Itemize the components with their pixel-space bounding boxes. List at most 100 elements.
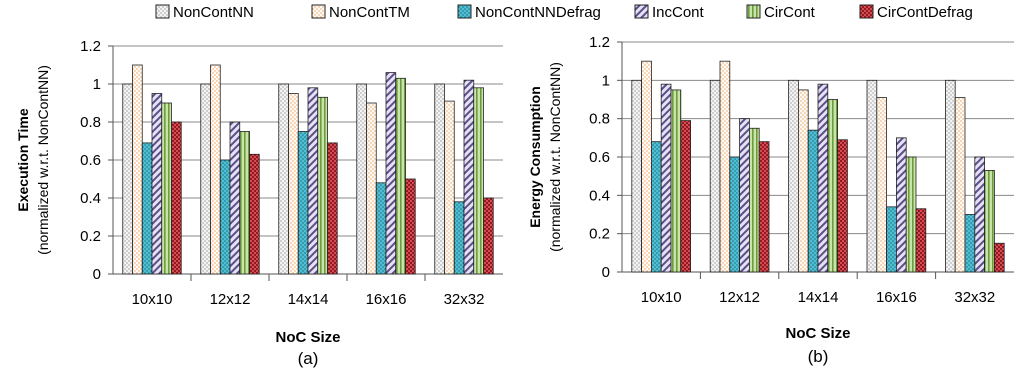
y-axis-title: Execution Time [15,108,31,211]
bar-CirCont-16x16 [395,77,406,275]
legend-swatch [634,4,649,19]
bar-NonContNNDefrag-10x10 [141,142,153,275]
bar-IncCont-12x12 [229,121,241,275]
bar-CirContDefrag-12x12 [249,153,260,275]
legend-swatch [155,4,170,19]
bar-CirCont-10x10 [161,102,172,275]
x-tick-label: 16x16 [876,289,917,306]
bar-NonContNN-14x14 [788,79,799,273]
bar-IncCont-10x10 [151,93,163,275]
legend-item-3: IncCont [634,4,705,21]
bar-NonContNNDefrag-16x16 [375,182,387,275]
y-tick-label: 1 [93,76,101,93]
bar-IncCont-16x16 [896,137,907,273]
bar-NonContTM-32x32 [444,100,455,275]
y-tick-label: 0.6 [80,152,101,169]
bar-CirCont-14x14 [827,99,838,273]
bar-CirContDefrag-14x14 [327,142,338,275]
bar-CirCont-16x16 [905,156,917,273]
bar-NonContTM-10x10 [641,60,652,273]
y-tick-label: 0.2 [80,228,101,245]
bar-CirContDefrag-32x32 [483,197,494,275]
y-tick-label: 1.2 [589,34,610,51]
bar-NonContNNDefrag-14x14 [807,129,819,273]
bar-CirContDefrag-10x10 [680,120,691,273]
legend-label: CirContDefrag [877,4,973,21]
bar-NonContNNDefrag-10x10 [651,141,662,273]
x-tick-label: 32x32 [444,291,485,308]
y-tick-label: 0.8 [80,114,101,131]
chart-b: 0 0.2 0.4 0.6 0.8 1 1.2 10x10 12x12 14x14 16x16 32x… [527,34,1014,366]
legend: NonContNN NonContTM NonContNNDefrag IncCont… [155,4,973,21]
y-tick-label: 0.2 [589,226,610,243]
bar-NonContNN-10x10 [122,83,133,275]
legend-swatch [457,4,472,19]
bar-NonContNN-10x10 [631,79,642,273]
bar-CirContDefrag-16x16 [915,208,927,273]
legend-item-4: CirCont [746,4,816,21]
x-tick-label: 12x12 [719,289,760,306]
bar-NonContNN-12x12 [200,83,211,275]
bar-NonContTM-10x10 [132,64,143,275]
bar-CirCont-12x12 [239,131,250,275]
y-axis-title: Energy Consumption [527,86,543,228]
x-tick-label: 14x14 [288,291,329,308]
bar-NonContTM-14x14 [288,93,299,275]
bar-IncCont-14x14 [307,87,319,275]
legend-item-2: NonContNNDefrag [457,4,601,21]
bar-IncCont-32x32 [463,79,475,275]
legend-item-0: NonContNN [155,4,254,21]
bar-NonContNNDefrag-16x16 [886,206,897,273]
y-tick-label: 0.6 [589,149,610,166]
legend-swatch [746,4,761,19]
bar-NonContNN-12x12 [709,79,721,273]
y-tick-label: 1.2 [80,38,101,55]
bar-NonContNNDefrag-32x32 [453,201,465,275]
x-tick-label: 10x10 [641,289,682,306]
bar-NonContTM-12x12 [210,64,221,275]
bar-NonContNN-32x32 [945,79,956,273]
bar-CirContDefrag-14x14 [837,139,848,273]
bar-CirContDefrag-12x12 [758,141,770,273]
bar-CirContDefrag-10x10 [171,121,182,275]
legend-label: IncCont [652,4,705,21]
bar-NonContNNDefrag-32x32 [964,214,976,273]
legend-label: NonContNN [173,4,254,21]
legend-label: NonContTM [329,4,410,21]
bar-CirCont-32x32 [984,170,995,273]
x-tick-label: 12x12 [210,291,251,308]
bar-NonContTM-12x12 [719,60,731,273]
bar-NonContTM-16x16 [366,102,377,275]
bar-NonContNN-16x16 [866,79,878,273]
bar-IncCont-12x12 [739,118,750,273]
y-tick-label: 0 [602,264,610,281]
y-axis-subtitle: (normalized w.r.t. NonContNN) [547,62,563,252]
bar-NonContNN-32x32 [434,83,445,275]
bar-IncCont-16x16 [385,72,397,275]
chart-subtitle: (b) [808,347,829,366]
bar-NonContNN-14x14 [278,83,289,275]
legend-label: CirCont [764,4,816,21]
chart-subtitle: (a) [298,349,319,368]
bar-CirCont-32x32 [473,87,484,275]
x-tick-label: 14x14 [798,289,839,306]
legend-swatch [311,4,326,19]
y-tick-label: 0 [93,266,101,283]
bar-NonContTM-16x16 [876,97,887,273]
y-tick-label: 0.8 [589,111,610,128]
bar-NonContTM-14x14 [798,89,809,273]
legend-label: NonContNNDefrag [475,4,601,21]
bar-CirCont-12x12 [749,127,760,273]
bar-CirContDefrag-32x32 [994,242,1005,273]
y-tick-label: 0.4 [80,190,101,207]
bar-NonContNN-16x16 [356,83,367,275]
bar-IncCont-32x32 [974,156,985,273]
legend-swatch [859,4,874,19]
bar-CirContDefrag-16x16 [405,178,416,275]
x-axis-title: NoC Size [275,329,340,346]
x-tick-label: 10x10 [132,291,173,308]
legend-item-5: CirContDefrag [859,4,973,21]
x-tick-label: 32x32 [954,289,995,306]
y-axis-subtitle: (normalized w.r.t. NonContNN) [35,65,51,255]
